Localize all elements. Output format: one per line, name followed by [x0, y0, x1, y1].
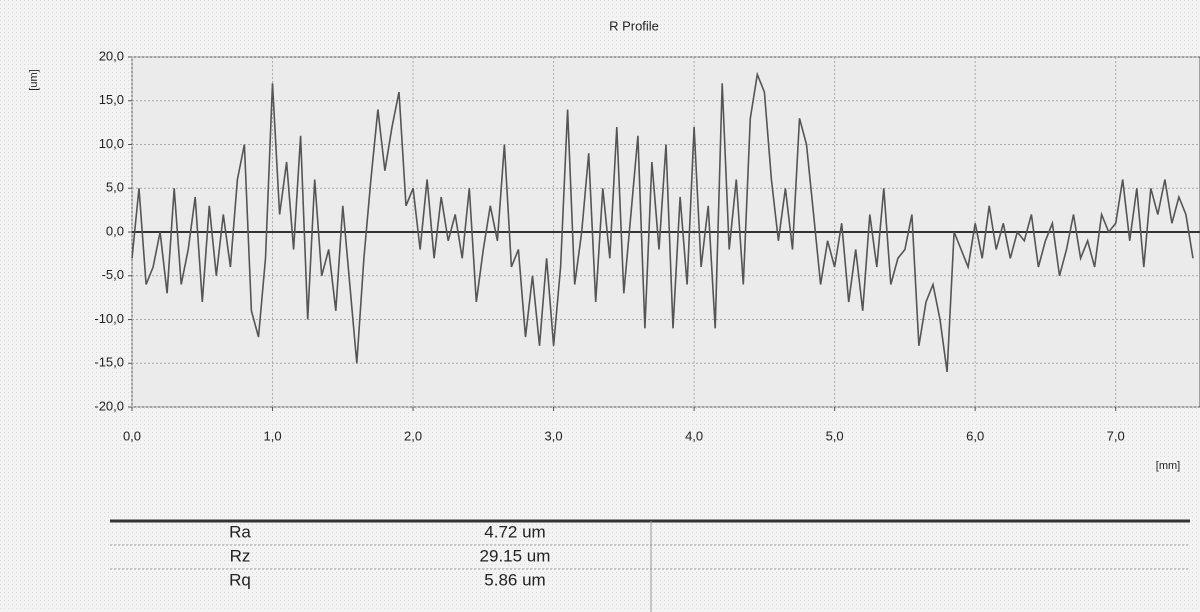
- stats-table: [110, 519, 1190, 612]
- x-axis-label: [mm]: [1156, 460, 1180, 472]
- x-tick-label: 5,0: [826, 428, 844, 443]
- y-tick-label: -15,0: [94, 355, 124, 370]
- x-tick-label: 7,0: [1107, 428, 1125, 443]
- x-tick-label: 4,0: [685, 428, 703, 443]
- y-tick-label: 10,0: [99, 136, 124, 151]
- profile-line: [131, 71, 1194, 373]
- y-tick-label: -20,0: [94, 398, 124, 413]
- row-label: Rz: [230, 546, 251, 565]
- y-tick-label: -10,0: [94, 311, 124, 326]
- x-tick-label: 1,0: [263, 428, 281, 443]
- y-tick-label: 20,0: [99, 48, 124, 63]
- row-value: 5.86 um: [484, 570, 545, 589]
- row-value: 29.15 um: [480, 546, 551, 565]
- y-tick-label: -5,0: [102, 267, 124, 282]
- y-axis-label: [um]: [28, 69, 40, 90]
- y-tick-label: 5,0: [106, 180, 124, 195]
- x-tick-label: 3,0: [545, 428, 563, 443]
- y-tick-label: 15,0: [99, 92, 124, 107]
- x-tick-label: 6,0: [966, 428, 984, 443]
- row-label: Rq: [229, 570, 251, 589]
- x-tick-label: 0,0: [123, 428, 141, 443]
- x-tick-label: 2,0: [404, 428, 422, 443]
- y-tick-label: 0,0: [106, 223, 124, 238]
- row-value: 4.72 um: [484, 522, 545, 541]
- chart-title: R Profile: [609, 18, 659, 33]
- row-label: Ra: [229, 522, 251, 541]
